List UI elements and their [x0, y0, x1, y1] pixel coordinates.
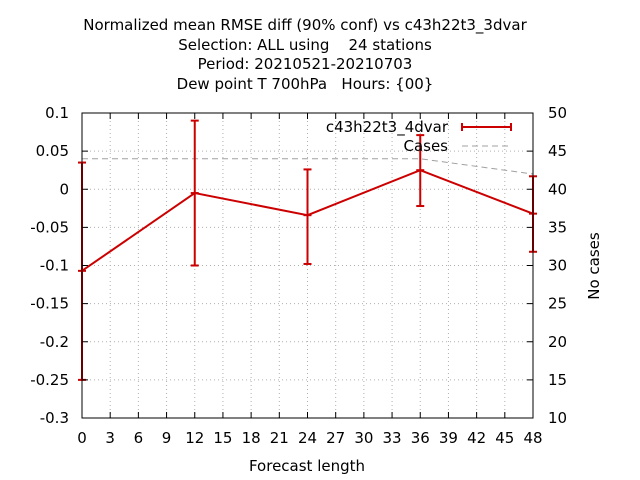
legend: c43h22t3_4dvar Cases — [326, 118, 512, 155]
ticks: 0 3 6 9 12 15 18 21 24 27 30 33 36 39 42 45 480.10.050-0… — [30, 104, 567, 447]
title-line-2: Selection: ALL using 24 stations — [178, 35, 432, 54]
y-tick-label: -0.1 — [40, 257, 69, 275]
cases-series — [82, 158, 534, 175]
x-tick-label: 6 — [134, 429, 144, 447]
x-tick-label: 39 — [439, 429, 458, 447]
x-tick-label: 30 — [354, 429, 373, 447]
legend-label-series-1: c43h22t3_4dvar — [326, 118, 449, 137]
main-series — [78, 119, 537, 381]
y2-tick-label: 20 — [548, 333, 567, 351]
x-tick-label: 42 — [467, 429, 486, 447]
y-tick-label: 0.1 — [45, 104, 69, 122]
x-tick-label: 45 — [495, 429, 514, 447]
x-axis-label: Forecast length — [249, 457, 365, 475]
y2-tick-label: 30 — [548, 257, 567, 275]
y-tick-label: 0.05 — [36, 142, 69, 160]
title-line-1: Normalized mean RMSE diff (90% conf) vs … — [83, 16, 527, 34]
cases-line — [82, 158, 534, 175]
y-tick-label: 0 — [59, 180, 69, 198]
x-tick-label: 36 — [411, 429, 430, 447]
y-tick-label: -0.15 — [30, 295, 69, 313]
y-tick-label: -0.3 — [40, 409, 69, 427]
x-tick-label: 27 — [326, 429, 345, 447]
y-tick-label: -0.25 — [30, 371, 69, 389]
x-tick-label: 15 — [213, 429, 232, 447]
y2-tick-label: 50 — [548, 104, 567, 122]
y-tick-label: -0.2 — [40, 333, 69, 351]
x-tick-label: 18 — [242, 429, 261, 447]
legend-label-series-2: Cases — [403, 137, 448, 155]
x-tick-label: 33 — [383, 429, 402, 447]
chart-title: Normalized mean RMSE diff (90% conf) vs … — [0, 16, 610, 94]
title-line-4: Dew point T 700hPa Hours: {00} — [176, 74, 434, 93]
x-tick-label: 48 — [523, 429, 542, 447]
y2-tick-label: 35 — [548, 218, 567, 236]
x-tick-label: 12 — [185, 429, 204, 447]
y2-tick-label: 45 — [548, 142, 567, 160]
y2-axis-label: No cases — [585, 232, 603, 300]
x-tick-label: 21 — [270, 429, 289, 447]
y2-tick-label: 10 — [548, 409, 567, 427]
x-tick-label: 24 — [298, 429, 317, 447]
title-line-3: Period: 20210521-20210703 — [197, 55, 413, 73]
x-tick-label: 9 — [162, 429, 172, 447]
y-tick-label: -0.05 — [30, 218, 69, 236]
y2-tick-label: 40 — [548, 180, 567, 198]
x-tick-label: 3 — [105, 429, 115, 447]
y2-tick-label: 15 — [548, 371, 567, 389]
y2-tick-label: 25 — [548, 295, 567, 313]
x-tick-label: 0 — [77, 429, 87, 447]
